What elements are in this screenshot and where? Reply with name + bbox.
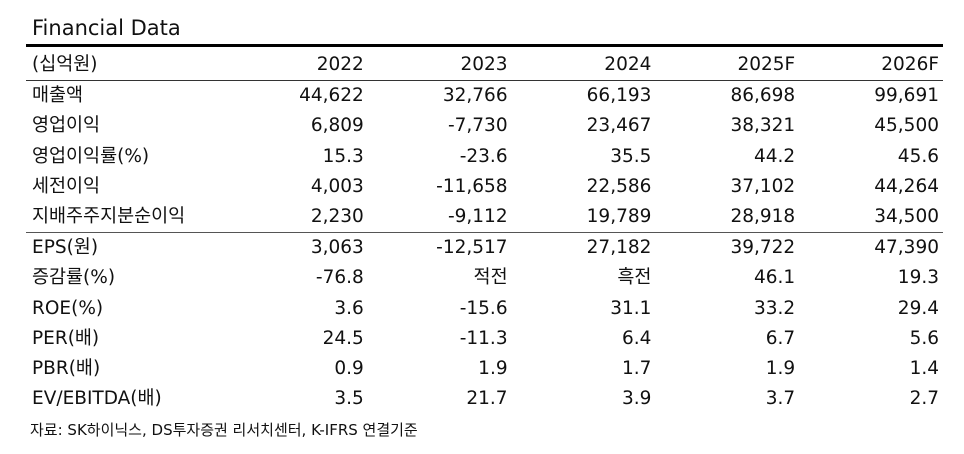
- table-row: 지배주주지분순이익 2,230 -9,112 19,789 28,918 34,500: [26, 201, 943, 234]
- header-year: 2026F: [799, 50, 943, 82]
- row-value: 3.9: [621, 388, 652, 410]
- row-value: 45,500: [874, 115, 939, 137]
- row-value: 66,193: [586, 85, 652, 107]
- row-value: -7,730: [447, 115, 508, 137]
- row-label: 영업이익: [32, 115, 101, 137]
- row-value: 1.9: [478, 357, 508, 379]
- row-value: 37,102: [730, 175, 796, 197]
- row-value: 39,722: [730, 237, 796, 259]
- row-value: 2.7: [909, 388, 939, 410]
- row-label: 지배주주지분순이익: [26, 201, 224, 234]
- row-value: 3.6: [334, 297, 364, 319]
- table-row: 세전이익 4,003 -11,658 22,586 37,102 44,264: [26, 172, 943, 202]
- row-value: 6.4: [621, 327, 652, 349]
- row-label: EPS(원): [32, 237, 99, 259]
- header-year: 2023: [367, 50, 512, 82]
- row-value: 34,500: [799, 201, 943, 234]
- row-value: -12,517: [436, 237, 508, 259]
- table-row: PER(배) 24.5 -11.3 6.4 6.7 5.6: [26, 324, 943, 354]
- table-row: PBR(배) 0.9 1.9 1.7 1.9 1.4: [26, 354, 943, 384]
- row-label: PBR(배): [32, 357, 101, 379]
- row-value: 적전: [473, 267, 508, 289]
- row-value: 3,063: [310, 237, 364, 259]
- row-value: 19.3: [897, 267, 939, 289]
- table-row: 매출액 44,622 32,766 66,193 86,698 99,691: [26, 81, 943, 112]
- row-value: 99,691: [874, 85, 939, 107]
- row-value: 21.7: [466, 388, 508, 410]
- row-value: 31.1: [610, 297, 652, 319]
- row-label: 증감률(%): [32, 267, 116, 289]
- row-value: 1.7: [621, 357, 652, 379]
- row-value: 1.9: [765, 357, 796, 379]
- row-value: 86,698: [730, 85, 796, 107]
- row-value: 47,390: [874, 237, 939, 259]
- row-value: 29.4: [897, 297, 939, 319]
- row-value: 흑전: [617, 267, 652, 289]
- row-label: EV/EBITDA(배): [32, 388, 162, 410]
- table-row: 영업이익 6,809 -7,730 23,467 38,321 45,500: [26, 111, 943, 141]
- row-value: -15.6: [459, 297, 508, 319]
- row-value: 44,622: [299, 85, 364, 107]
- row-value: 3.5: [334, 388, 364, 410]
- header-year: 2022: [224, 50, 368, 82]
- row-value: 32,766: [442, 85, 508, 107]
- row-value: -11,658: [436, 175, 508, 197]
- header-unit: (십억원): [26, 50, 224, 82]
- table-row: ROE(%) 3.6 -15.6 31.1 33.2 29.4: [26, 294, 943, 324]
- row-value: 27,182: [586, 237, 652, 259]
- row-value: 28,918: [655, 201, 800, 234]
- row-value: 4,003: [310, 175, 364, 197]
- top-rule: [26, 44, 943, 47]
- row-value: 45.6: [897, 145, 939, 167]
- source-note: 자료: SK하이닉스, DS투자증권 리서치센터, K-IFRS 연결기준: [30, 421, 418, 439]
- row-label: 세전이익: [32, 175, 101, 197]
- row-label: 영업이익률(%): [32, 145, 150, 167]
- row-value: 6.7: [765, 327, 796, 349]
- row-value: 1.4: [909, 357, 939, 379]
- header-year: 2024: [511, 50, 656, 82]
- row-value: 38,321: [730, 115, 796, 137]
- row-value: 46.1: [753, 267, 796, 289]
- row-label: ROE(%): [32, 297, 104, 319]
- table-row: EV/EBITDA(배) 3.5 21.7 3.9 3.7 2.7: [26, 384, 943, 414]
- row-value: 0.9: [334, 357, 364, 379]
- financial-data-table: (십억원) 2022 2023 2024 2025F 2026F 매출액 44,6…: [26, 50, 943, 414]
- header-row: (십억원) 2022 2023 2024 2025F 2026F: [26, 50, 943, 82]
- row-value: 24.5: [322, 327, 364, 349]
- row-value: 5.6: [909, 327, 939, 349]
- header-year: 2025F: [655, 50, 800, 82]
- row-value: -23.6: [459, 145, 508, 167]
- row-value: 6,809: [310, 115, 364, 137]
- row-value: -11.3: [459, 327, 508, 349]
- row-value: -76.8: [315, 267, 364, 289]
- row-value: 2,230: [224, 201, 368, 234]
- table-row: EPS(원) 3,063 -12,517 27,182 39,722 47,390: [26, 233, 943, 264]
- row-value: 19,789: [511, 201, 656, 234]
- row-value: 44,264: [874, 175, 939, 197]
- row-label: 매출액: [32, 85, 84, 107]
- row-value: 23,467: [586, 115, 652, 137]
- row-value: 35.5: [610, 145, 652, 167]
- table-row: 증감률(%) -76.8 적전 흑전 46.1 19.3: [26, 263, 943, 293]
- row-value: 15.3: [322, 145, 364, 167]
- row-label: PER(배): [32, 327, 100, 349]
- table-row: 영업이익률(%) 15.3 -23.6 35.5 44.2 45.6: [26, 142, 943, 172]
- row-value: 22,586: [586, 175, 652, 197]
- row-value: -9,112: [367, 201, 512, 234]
- table-title: Financial Data: [32, 16, 181, 40]
- row-value: 3.7: [765, 388, 796, 410]
- row-value: 33.2: [753, 297, 796, 319]
- row-value: 44.2: [753, 145, 796, 167]
